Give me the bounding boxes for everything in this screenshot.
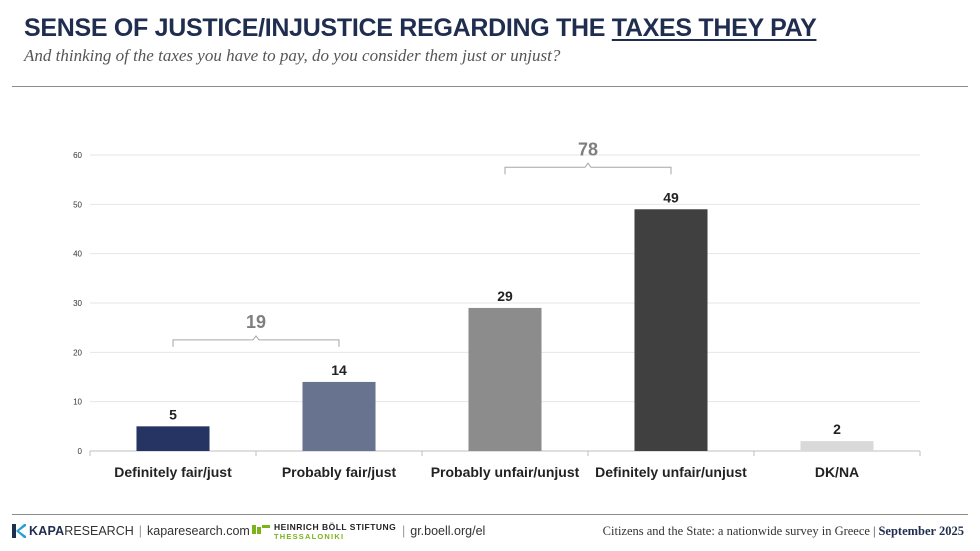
- bar: [468, 307, 542, 451]
- footer: KAPA RESEARCH | kaparesearch.com HEINRICH…: [12, 521, 968, 545]
- group-bracket: [504, 162, 672, 175]
- footer-separator: |: [138, 524, 143, 538]
- footer-separator: |: [872, 524, 876, 538]
- y-tick-label: 10: [73, 398, 82, 407]
- y-tick-label: 40: [73, 250, 82, 259]
- data-label: 29: [497, 288, 513, 304]
- data-label: 2: [833, 421, 841, 437]
- x-tick-label: Definitely unfair/unjust: [595, 464, 747, 480]
- bottom-divider: [12, 514, 968, 515]
- group-total-label: 78: [578, 139, 598, 159]
- title-emphasis: TAXES THEY PAY: [611, 14, 817, 42]
- survey-date: September 2025: [878, 524, 964, 538]
- bar: [136, 426, 210, 451]
- survey-name: Citizens and the State: a nationwide sur…: [602, 524, 870, 538]
- page-title: SENSE OF JUSTICE/INJUSTICE REGARDING THE…: [24, 14, 960, 43]
- data-label: 14: [331, 362, 347, 378]
- bar: [302, 381, 376, 451]
- title-prefix: SENSE OF JUSTICE/INJUSTICE REGARDING THE: [24, 14, 612, 42]
- footer-separator: |: [402, 524, 406, 538]
- x-tick-label: DK/NA: [815, 464, 859, 480]
- y-tick-label: 0: [78, 447, 83, 456]
- kapa-k-icon: [12, 524, 26, 538]
- kapa-url[interactable]: kaparesearch.com: [147, 524, 250, 538]
- boell-url[interactable]: gr.boell.org/el: [410, 524, 486, 538]
- y-tick-label: 50: [73, 200, 82, 209]
- kapa-brand-rest: RESEARCH: [64, 524, 134, 538]
- data-label: 49: [663, 189, 679, 205]
- group-total-label: 19: [246, 312, 266, 332]
- boell-logo: HEINRICH BÖLL STIFTUNG THESSALONIKI: [252, 522, 396, 542]
- x-tick-label: Definitely fair/just: [114, 464, 232, 480]
- bar: [634, 209, 708, 451]
- x-tick-label: Probably fair/just: [282, 464, 397, 480]
- boell-url-wrap: | gr.boell.org/el: [402, 524, 485, 538]
- data-label: 5: [169, 406, 177, 422]
- bar: [800, 441, 874, 451]
- y-tick-label: 60: [73, 151, 82, 160]
- kapa-logo: KAPA RESEARCH | kaparesearch.com: [12, 524, 250, 538]
- boell-city: THESSALONIKI: [274, 532, 345, 541]
- page-subtitle: And thinking of the taxes you have to pa…: [24, 46, 561, 65]
- group-bracket: [172, 335, 340, 347]
- boell-name: HEINRICH BÖLL STIFTUNG: [274, 522, 397, 532]
- kapa-brand: KAPA: [29, 524, 65, 538]
- survey-credit: Citizens and the State: a nationwide sur…: [603, 524, 964, 539]
- header: SENSE OF JUSTICE/INJUSTICE REGARDING THE…: [24, 14, 960, 66]
- bar-chart: 0 10 20 30 40 50 60 5 Definitely fair/just 14 Prob…: [73, 139, 921, 480]
- top-divider: [12, 86, 968, 87]
- boell-mark-icon: [252, 525, 270, 534]
- x-tick-label: Probably unfair/unjust: [431, 464, 580, 480]
- y-tick-label: 30: [73, 299, 82, 308]
- y-tick-label: 20: [73, 348, 82, 357]
